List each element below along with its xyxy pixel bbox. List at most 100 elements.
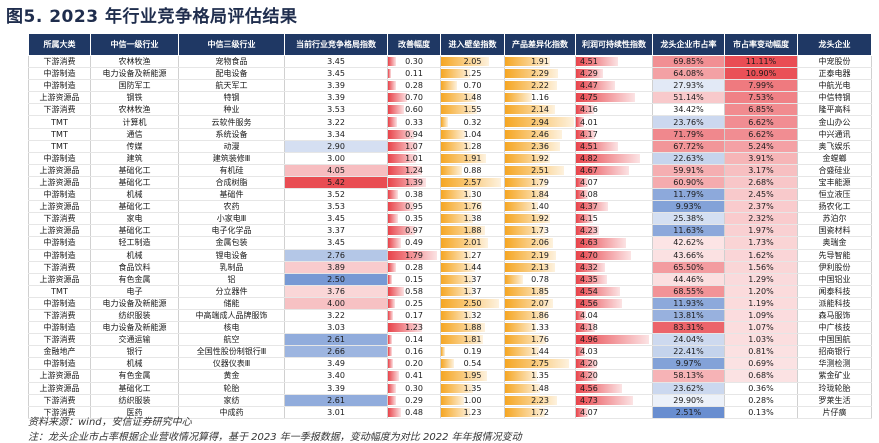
cell-text: 0.13% [748,407,774,417]
table-cell: 0.48 [387,406,441,419]
table-cell: 2.50 [284,273,388,286]
cell-text: 11.79% [673,190,704,200]
table-cell: 2.46 [504,128,576,141]
table-cell: 0.11 [387,67,441,81]
table-cell: 2.14 [504,103,576,117]
table-cell: 3.39 [284,79,388,93]
cell-text: 3.17% [748,165,774,175]
cell-text: 1.76 [463,202,482,212]
cell-text: 0.28 [405,81,423,91]
cell-text: 1.20% [748,286,774,296]
cell-text: 1.32 [463,311,482,321]
table-cell: 0.35 [387,212,441,226]
cell-text: 60.90% [673,177,704,187]
cell-text: 4.37 [580,202,598,212]
cell-text: 仪器仪表Ⅲ [212,359,251,369]
cell-text: 11.93% [673,298,704,308]
cell-text: 1.91 [531,57,549,67]
cell-text: 4.00 [327,298,345,308]
data-bar [505,141,561,151]
table-cell: 玲珑轮胎 [797,382,872,395]
table-cell: 上游资源品 [28,91,91,105]
cell-text: 2.06 [531,238,549,248]
table-cell: 0.69% [724,357,798,371]
cell-text: 3.76 [327,286,345,296]
table-cell: 恒立液压 [797,188,872,202]
cell-text: 3.89 [327,262,345,272]
table-cell: 4.63 [575,236,653,250]
cell-text: 1.03% [748,335,774,345]
table-cell: 先导智能 [797,249,872,262]
cell-text: 航空 [223,335,240,345]
cell-text: 0.49 [405,238,423,248]
cell-text: 分立器件 [215,286,248,296]
table-cell: 招商银行 [797,345,872,359]
cell-text: 合盛硅业 [818,165,851,175]
cell-text: 电力设备及新能源 [102,323,167,333]
table-cell: 航天军工 [178,79,285,93]
cell-text: 闻泰科技 [818,286,851,296]
table-cell: 下游消费 [28,55,91,69]
table-cell: 4.75 [575,91,653,105]
cell-text: 1.84 [531,190,549,200]
cell-text: 4.67 [580,165,598,175]
header-cell: 中信一级行业 [90,33,179,56]
data-bar [441,298,500,308]
table-cell: 1.76 [504,333,576,347]
cell-text: 2.61 [327,335,345,345]
table-cell: 1.92 [504,152,576,165]
cell-text: 国瓷材料 [818,226,851,236]
table-row: 中游制造 国防军工 航天军工 3.39 0.28 0.70 2.22 4.47 27.93% 7.… [28,79,872,93]
table-cell: 中宠股份 [797,55,872,69]
cell-text: 中高端成人品牌服饰 [195,311,268,321]
cell-text: 3.40 [327,371,345,381]
cell-text: 2.66 [327,347,345,357]
cell-text: 2.05 [463,57,482,67]
cell-text: 0.17 [405,311,423,321]
cell-text: 中兴通讯 [818,129,851,139]
data-bar [388,323,422,333]
table-cell: 13.81% [652,309,725,323]
cell-text: 片仔癀 [822,407,847,417]
table-cell: 中游制造 [28,236,91,250]
cell-text: 锂电设备 [215,250,248,260]
table-cell: 3.45 [284,67,388,81]
cell-text: 69.85% [673,57,704,67]
cell-text: 1.23 [405,323,423,333]
table-cell: 1.91 [440,152,505,165]
cell-text: 22.63% [673,153,704,163]
cell-text: 1.16 [531,93,549,103]
table-cell: 1.44 [504,345,576,359]
cell-text: 有色金属 [118,371,151,381]
table-cell: 23.62% [652,382,725,395]
table-cell: 3.52 [284,188,388,202]
data-bar [441,177,501,188]
cell-text: 上游资源品 [39,226,80,236]
table-cell: 2.29 [504,67,576,81]
cell-text: 3.00 [327,153,345,163]
table-cell: 9.97% [652,357,725,371]
table-row: 上游资源品 基础化工 农药 3.53 0.95 1.76 1.40 4.37 9.93% 2.37… [28,200,872,214]
cell-text: 4.35 [580,274,598,284]
cell-text: 4.16 [580,105,598,115]
data-bar [441,335,484,345]
cell-text: 扬农化工 [818,202,851,212]
table-cell: 1.81 [440,333,505,347]
table-cell: 传媒 [90,140,179,153]
table-cell: 森马服饰 [797,309,872,323]
cell-text: 电力设备及新能源 [102,298,167,308]
cell-text: 1.28 [463,141,482,151]
data-bar [505,69,559,79]
table-cell: 0.49 [387,236,441,250]
data-bar [441,69,471,79]
data-bar [576,238,627,248]
data-bar [576,190,589,200]
header-cell: 所属大类 [28,33,91,56]
header-cell: 产品差异化指数 [504,33,576,56]
cell-text: 0.28 [405,262,423,272]
data-bar [388,407,402,417]
table-cell: 上游资源品 [28,176,91,190]
cell-text: 0.60 [405,105,423,115]
cell-text: 1.48 [463,93,482,103]
table-cell: 0.68% [724,369,798,383]
